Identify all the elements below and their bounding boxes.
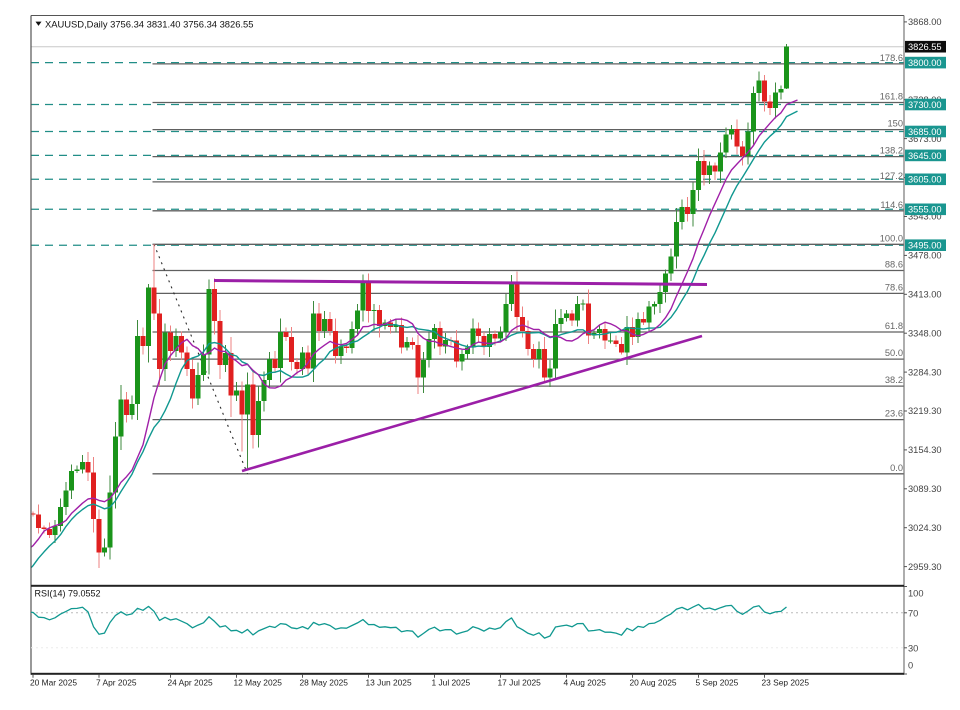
svg-text:150: 150 xyxy=(887,119,903,129)
svg-text:RSI(14) 79.0552: RSI(14) 79.0552 xyxy=(35,589,101,599)
svg-text:1 Jul 2025: 1 Jul 2025 xyxy=(432,678,471,688)
svg-text:38.2: 38.2 xyxy=(885,375,903,385)
svg-text:3685.00: 3685.00 xyxy=(908,127,942,137)
svg-text:3730.00: 3730.00 xyxy=(908,100,942,110)
svg-text:114.6: 114.6 xyxy=(880,200,903,210)
svg-text:61.8: 61.8 xyxy=(885,321,903,331)
svg-text:23 Sep 2025: 23 Sep 2025 xyxy=(762,678,810,688)
svg-text:3645.00: 3645.00 xyxy=(908,151,942,161)
svg-text:100: 100 xyxy=(908,589,924,599)
svg-text:50.0: 50.0 xyxy=(885,348,903,358)
svg-text:3348.00: 3348.00 xyxy=(908,328,942,338)
svg-text:0.0: 0.0 xyxy=(890,463,903,473)
svg-text:3284.30: 3284.30 xyxy=(908,367,942,377)
svg-text:13 Jun 2025: 13 Jun 2025 xyxy=(366,678,412,688)
svg-text:28 May 2025: 28 May 2025 xyxy=(300,678,349,688)
svg-text:3826.55: 3826.55 xyxy=(908,42,942,52)
svg-text:20 Aug 2025: 20 Aug 2025 xyxy=(630,678,677,688)
svg-text:3605.00: 3605.00 xyxy=(908,175,942,185)
svg-text:12 May 2025: 12 May 2025 xyxy=(234,678,283,688)
svg-text:3495.00: 3495.00 xyxy=(908,241,942,251)
svg-text:127.2: 127.2 xyxy=(880,171,903,181)
svg-text:2959.30: 2959.30 xyxy=(908,562,942,572)
svg-text:0: 0 xyxy=(908,661,913,671)
svg-text:3868.00: 3868.00 xyxy=(908,17,942,27)
svg-text:3673.00: 3673.00 xyxy=(908,134,942,144)
svg-text:70: 70 xyxy=(908,609,918,619)
svg-text:3478.00: 3478.00 xyxy=(908,251,942,261)
svg-text:3219.30: 3219.30 xyxy=(908,406,942,416)
svg-text:138.2: 138.2 xyxy=(880,146,903,156)
svg-text:20 Mar 2025: 20 Mar 2025 xyxy=(30,678,77,688)
svg-text:23.6: 23.6 xyxy=(885,409,903,419)
svg-text:78.6: 78.6 xyxy=(885,282,903,292)
svg-text:100.0: 100.0 xyxy=(880,233,903,243)
svg-text:5 Sep 2025: 5 Sep 2025 xyxy=(696,678,739,688)
svg-text:7 Apr 2025: 7 Apr 2025 xyxy=(96,678,137,688)
svg-text:24 Apr 2025: 24 Apr 2025 xyxy=(168,678,214,688)
svg-text:3800.00: 3800.00 xyxy=(908,58,942,68)
svg-text:30: 30 xyxy=(908,644,918,654)
svg-text:178.6: 178.6 xyxy=(880,53,903,63)
svg-text:88.6: 88.6 xyxy=(885,260,903,270)
svg-text:3154.30: 3154.30 xyxy=(908,445,942,455)
svg-text:3413.00: 3413.00 xyxy=(908,290,942,300)
svg-text:161.8: 161.8 xyxy=(880,92,903,102)
svg-text:4 Aug 2025: 4 Aug 2025 xyxy=(564,678,607,688)
svg-text:3024.30: 3024.30 xyxy=(908,523,942,533)
svg-text:3089.30: 3089.30 xyxy=(908,484,942,494)
svg-text:3555.00: 3555.00 xyxy=(908,205,942,215)
svg-text:3543.00: 3543.00 xyxy=(908,212,942,222)
svg-text:17 Jul 2025: 17 Jul 2025 xyxy=(498,678,542,688)
svg-text:XAUUSD,Daily 3756.34 3831.40: XAUUSD,Daily 3756.34 3831.40 3756.34 382… xyxy=(45,19,253,30)
